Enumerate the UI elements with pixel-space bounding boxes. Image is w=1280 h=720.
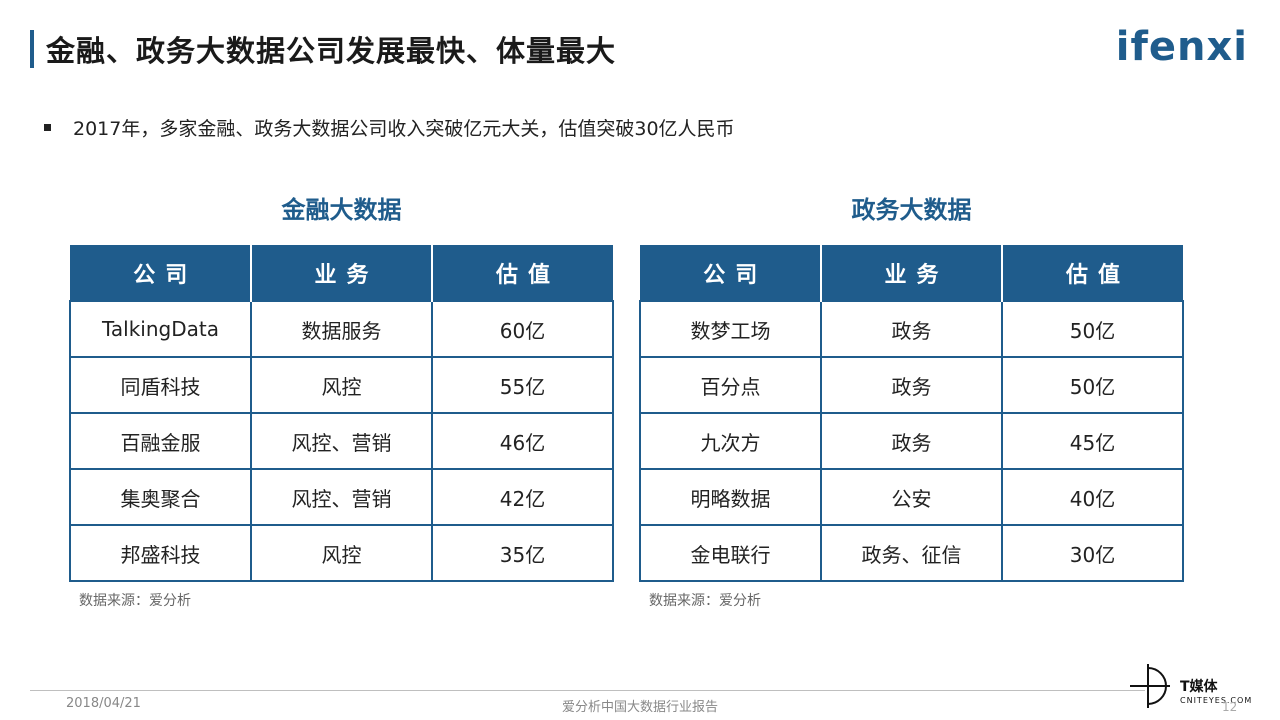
finance-table: 公司 业务 估值 TalkingData 数据服务 60亿 同盾科技 风控 55… [69,245,614,582]
column-header-company: 公司 [639,245,821,301]
table-header-row: 公司 业务 估值 [69,245,613,301]
ifenxi-logo: ifenxi [1115,24,1248,70]
valuation-cell: 55亿 [431,356,614,414]
footer-date: 2018/04/21 [66,696,141,711]
valuation-cell: 50亿 [1001,300,1184,358]
government-source-note: 数据来源：爱分析 [649,593,761,609]
valuation-cell: 46亿 [431,412,614,470]
valuation-cell: 42亿 [431,468,614,526]
tmt-brand-domain: CNITEYES.COM [1180,696,1253,705]
table-row: 集奥聚合 风控、营销 42亿 [69,468,614,526]
valuation-cell: 50亿 [1001,356,1184,414]
summary-text: 2017年，多家金融、政务大数据公司收入突破亿元大关，估值突破30亿人民币 [73,118,735,140]
business-cell: 政务 [820,412,1003,470]
table-row: 九次方 政务 45亿 [639,412,1184,470]
company-cell: 金电联行 [639,524,822,582]
table-row: 金电联行 政务、征信 30亿 [639,524,1184,582]
business-cell: 数据服务 [250,300,433,358]
government-table: 公司 业务 估值 数梦工场 政务 50亿 百分点 政务 50亿 九次方 政务 4… [639,245,1184,582]
business-cell: 风控、营销 [250,412,433,470]
company-cell: TalkingData [69,300,252,358]
business-cell: 风控 [250,524,433,582]
table-row: 百融金服 风控、营销 46亿 [69,412,614,470]
valuation-cell: 30亿 [1001,524,1184,582]
company-cell: 明略数据 [639,468,822,526]
valuation-cell: 40亿 [1001,468,1184,526]
company-cell: 同盾科技 [69,356,252,414]
table-row: 数梦工场 政务 50亿 [639,300,1184,358]
table-row: 邦盛科技 风控 35亿 [69,524,614,582]
table-row: 明略数据 公安 40亿 [639,468,1184,526]
tmt-brand: T媒体 [1180,679,1218,695]
company-cell: 数梦工场 [639,300,822,358]
tmt-logo-icon [1130,664,1170,708]
column-header-company: 公司 [69,245,251,301]
column-header-valuation: 估值 [1001,245,1183,301]
finance-table-title: 金融大数据 [281,196,402,224]
company-cell: 九次方 [639,412,822,470]
page-title: 金融、政务大数据公司发展最快、体量最大 [46,34,617,68]
business-cell: 政务、征信 [820,524,1003,582]
table-row: TalkingData 数据服务 60亿 [69,300,614,358]
table-row: 百分点 政务 50亿 [639,356,1184,414]
column-header-valuation: 估值 [431,245,613,301]
footer-report-title: 爱分析中国大数据行业报告 [561,700,718,715]
business-cell: 政务 [820,300,1003,358]
business-cell: 公安 [820,468,1003,526]
company-cell: 百融金服 [69,412,252,470]
page-number: 12 [1222,700,1238,714]
summary-bullet: 2017年，多家金融、政务大数据公司收入突破亿元大关，估值突破30亿人民币 [44,114,735,141]
government-section: 政务大数据 公司 业务 估值 数梦工场 政务 50亿 百分点 政务 50亿 九次… [639,190,1184,610]
finance-source-note: 数据来源：爱分析 [79,593,191,609]
valuation-cell: 35亿 [431,524,614,582]
finance-section: 金融大数据 公司 业务 估值 TalkingData 数据服务 60亿 同盾科技… [69,190,614,610]
valuation-cell: 45亿 [1001,412,1184,470]
valuation-cell: 60亿 [431,300,614,358]
business-cell: 风控 [250,356,433,414]
company-cell: 邦盛科技 [69,524,252,582]
table-row: 同盾科技 风控 55亿 [69,356,614,414]
footer-divider [30,690,1145,691]
government-table-title: 政务大数据 [851,196,972,224]
title-accent-bar [30,30,34,68]
company-cell: 百分点 [639,356,822,414]
column-header-business: 业务 [250,245,432,301]
column-header-business: 业务 [820,245,1002,301]
business-cell: 政务 [820,356,1003,414]
company-cell: 集奥聚合 [69,468,252,526]
table-header-row: 公司 业务 估值 [639,245,1183,301]
business-cell: 风控、营销 [250,468,433,526]
bullet-square-icon [44,124,51,131]
